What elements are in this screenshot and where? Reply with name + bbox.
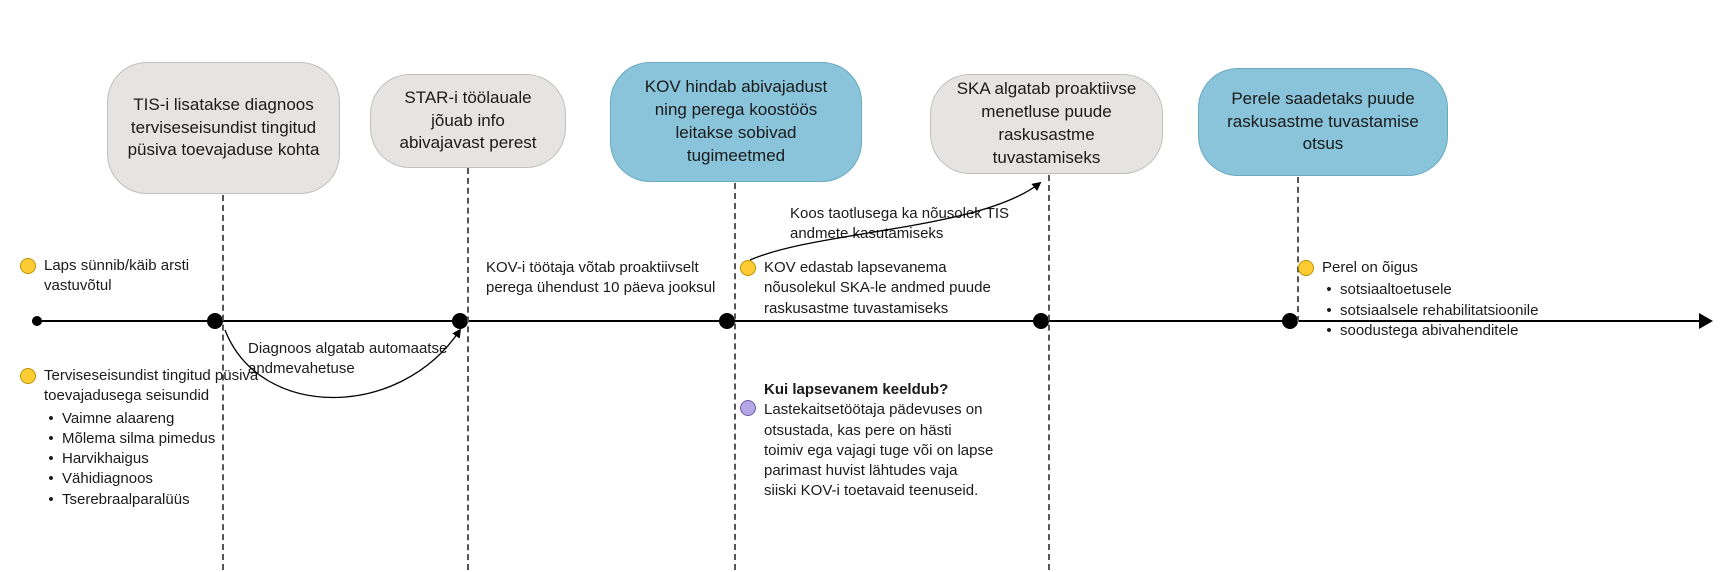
- annotation-heading: Terviseseisundist tingitud püsiva toevaj…: [44, 366, 264, 407]
- process-node-label: SKA algatab proaktiivse menetluse puude …: [949, 78, 1144, 170]
- annotation-bullet: soodustega abivahenditele: [1340, 321, 1632, 341]
- annotation-text: Diagnoos algatab automaatse andmevahetus…: [248, 339, 488, 380]
- timeline-tick-1: [452, 313, 468, 329]
- marker-dot-icon: [1298, 260, 1314, 276]
- timeline-tick-3: [1033, 313, 1049, 329]
- annotation-bullet: Tserebraalparalüüs: [62, 490, 264, 510]
- process-node-n4: SKA algatab proaktiivse menetluse puude …: [930, 74, 1163, 174]
- vertical-dash-2: [734, 183, 736, 570]
- process-node-label: STAR-i töölauale jõuab info abivajavast …: [389, 87, 547, 156]
- annotation-text: Laps sünnib/käib arsti vastuvõtul: [44, 256, 230, 297]
- vertical-dash-4: [1297, 177, 1299, 322]
- annotation-heading: Kui lapsevanem keeldub?: [764, 380, 994, 400]
- annotation-text: Lastekaitsetöötaja pädevuses on otsustad…: [764, 400, 994, 501]
- annotation-bullets: sotsiaaltoetuselesotsiaalsele rehabilita…: [1322, 280, 1632, 341]
- vertical-dash-3: [1048, 175, 1050, 570]
- marker-dot-icon: [740, 260, 756, 276]
- process-node-n2: STAR-i töölauale jõuab info abivajavast …: [370, 74, 566, 168]
- annotation-bullet: Mõlema silma pimedus: [62, 429, 264, 449]
- timeline-tick-0: [207, 313, 223, 329]
- annotation-bullet: Harvikhaigus: [62, 449, 264, 469]
- process-node-n3: KOV hindab abivajadust ning perega koost…: [610, 62, 862, 182]
- annotation-note-kov-contact: KOV-i töötaja võtab proaktiivselt perega…: [486, 258, 726, 299]
- timeline-tick-4: [1282, 313, 1298, 329]
- annotation-bullet: Vaimne alaareng: [62, 409, 264, 429]
- process-node-n1: TIS-i lisatakse diagnoos terviseseisundi…: [107, 62, 340, 194]
- process-node-label: KOV hindab abivajadust ning perega koost…: [629, 76, 843, 168]
- annotation-note-kov-forward: KOV edastab lapsevanema nõusolekul SKA-l…: [764, 258, 1008, 319]
- annotation-note-conditions: Terviseseisundist tingitud püsiva toevaj…: [44, 366, 264, 510]
- annotation-bullets: Vaimne alaarengMõlema silma pimedusHarvi…: [44, 409, 264, 510]
- timeline-tick-2: [719, 313, 735, 329]
- annotation-note-birth: Laps sünnib/käib arsti vastuvõtul: [44, 256, 230, 297]
- process-node-label: Perele saadetaks puude raskusastme tuvas…: [1217, 88, 1429, 157]
- annotation-note-refuse: Kui lapsevanem keeldub?Lastekaitsetöötaj…: [764, 380, 994, 502]
- annotation-bullet: sotsiaalsele rehabilitatsioonile: [1340, 301, 1632, 321]
- process-node-n5: Perele saadetaks puude raskusastme tuvas…: [1198, 68, 1448, 176]
- annotation-note-consent: Koos taotlusega ka nõusolek TIS andmete …: [790, 204, 1030, 245]
- marker-dot-icon: [20, 258, 36, 274]
- marker-dot-icon: [20, 368, 36, 384]
- marker-dot-icon: [740, 400, 756, 416]
- annotation-note-rights: Perel on õigussotsiaaltoetuselesotsiaals…: [1322, 258, 1632, 341]
- annotation-text: Koos taotlusega ka nõusolek TIS andmete …: [790, 204, 1030, 245]
- annotation-text: KOV-i töötaja võtab proaktiivselt perega…: [486, 258, 726, 299]
- process-node-label: TIS-i lisatakse diagnoos terviseseisundi…: [126, 94, 321, 163]
- annotation-heading: Perel on õigus: [1322, 258, 1632, 278]
- annotation-bullet: sotsiaaltoetusele: [1340, 280, 1632, 300]
- annotation-note-exchange: Diagnoos algatab automaatse andmevahetus…: [248, 339, 488, 380]
- annotation-bullet: Vähidiagnoos: [62, 469, 264, 489]
- annotation-text: KOV edastab lapsevanema nõusolekul SKA-l…: [764, 258, 1008, 319]
